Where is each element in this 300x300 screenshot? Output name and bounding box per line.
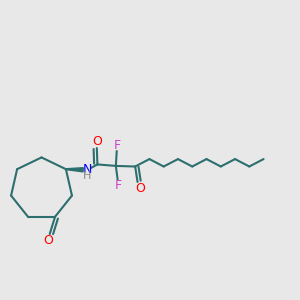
Text: O: O xyxy=(43,234,53,247)
Text: O: O xyxy=(92,135,102,148)
Text: O: O xyxy=(136,182,146,195)
Polygon shape xyxy=(66,168,83,172)
Text: H: H xyxy=(83,171,92,181)
Text: N: N xyxy=(82,163,92,176)
Text: F: F xyxy=(115,179,122,192)
Text: F: F xyxy=(114,139,121,152)
